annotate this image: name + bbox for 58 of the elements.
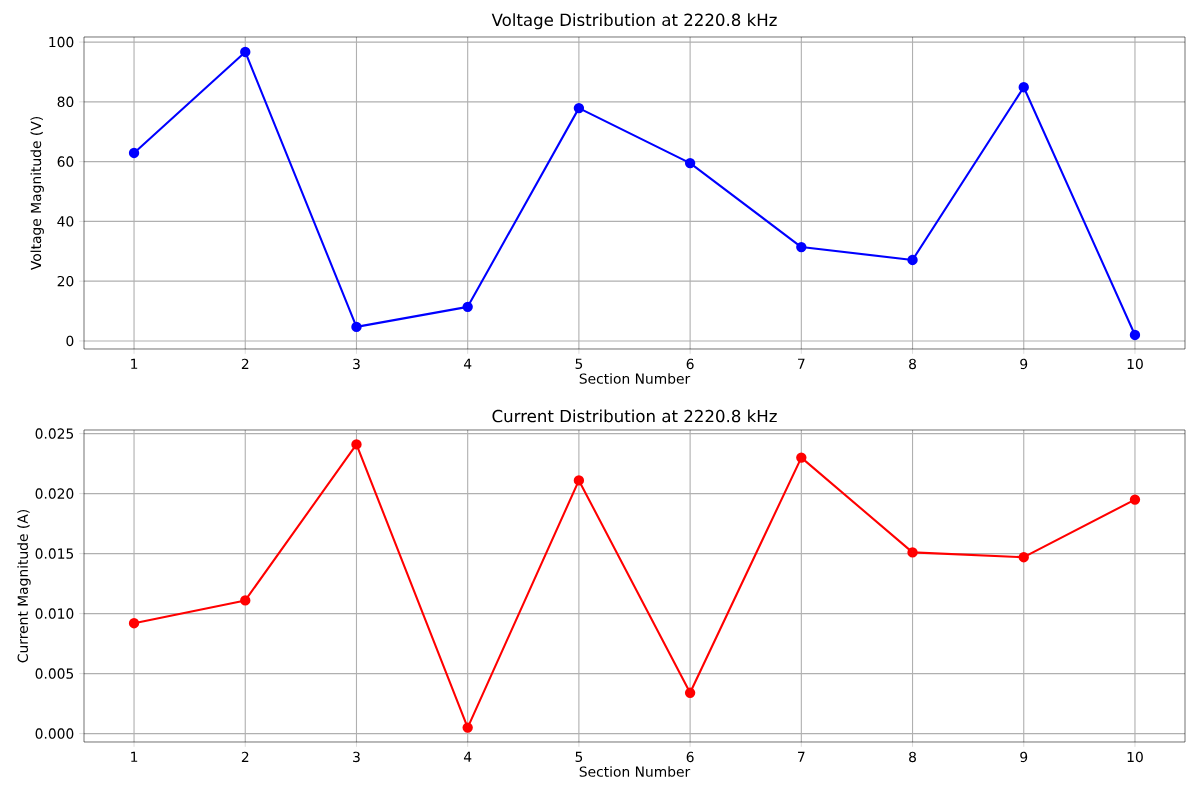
y-tick-label: 0.020 [35, 488, 74, 499]
y-tick-label: 20 [57, 275, 74, 287]
point [1129, 494, 1141, 505]
x-tick-label: 6 [686, 751, 694, 763]
x-tick-label: 5 [575, 358, 583, 370]
x-tick-label: 3 [353, 751, 360, 763]
y-tick-label: 0.005 [35, 668, 74, 679]
point [128, 618, 140, 629]
point [796, 241, 807, 253]
x-tick-label: 9 [1020, 751, 1028, 763]
y-tick-label: 80 [57, 96, 74, 108]
x-axis-title: Section Number [579, 373, 691, 384]
point [573, 102, 585, 114]
x-tick-label: 10 [1127, 358, 1143, 370]
chart-title: Current Distribution at 2220.8 kHz [492, 409, 777, 423]
y-tick-label: 60 [57, 156, 74, 167]
y-tick-label: 40 [57, 216, 74, 227]
y-axis-title: Voltage Magnitude (V) [30, 117, 44, 271]
x-tick-label: 2 [241, 751, 249, 762]
point [462, 722, 473, 733]
x-tick-label: 7 [798, 751, 805, 762]
point [573, 475, 585, 486]
y-tick-label: 0.015 [35, 548, 74, 559]
y-tick-label: 0.025 [35, 428, 74, 439]
point [907, 254, 918, 266]
point [240, 595, 251, 606]
x-tick-label: 7 [798, 358, 805, 369]
y-tick-label: 0.010 [35, 608, 74, 619]
point [462, 301, 473, 313]
x-tick-label: 4 [463, 751, 472, 762]
y-tick-label: 100 [49, 36, 74, 48]
point [1018, 552, 1029, 563]
x-tick-label: 3 [353, 358, 360, 370]
point [1018, 82, 1029, 93]
y-axis-title: Current Magnitude (A) [17, 510, 31, 663]
x-tick-label: 2 [241, 358, 249, 369]
point [351, 439, 362, 450]
x-axis-title: Section Number [579, 766, 691, 777]
point [128, 147, 140, 159]
point [240, 46, 251, 58]
point [351, 321, 362, 333]
x-tick-label: 9 [1020, 358, 1028, 370]
x-tick-label: 8 [909, 358, 916, 370]
x-tick-label: 8 [909, 751, 916, 763]
y-tick-label: 0.000 [35, 728, 74, 739]
x-tick-label: 1 [131, 751, 138, 762]
point [684, 687, 696, 698]
point [684, 157, 696, 169]
point [796, 452, 807, 463]
point [907, 547, 918, 558]
x-tick-label: 5 [575, 751, 583, 763]
x-tick-label: 10 [1127, 751, 1143, 763]
chart-title: Voltage Distribution at 2220.8 kHz [491, 13, 777, 30]
x-tick-label: 6 [686, 358, 694, 370]
y-tick-label: 0 [66, 335, 74, 347]
x-tick-label: 4 [463, 358, 472, 369]
point [1129, 329, 1141, 341]
x-tick-label: 1 [131, 358, 138, 369]
